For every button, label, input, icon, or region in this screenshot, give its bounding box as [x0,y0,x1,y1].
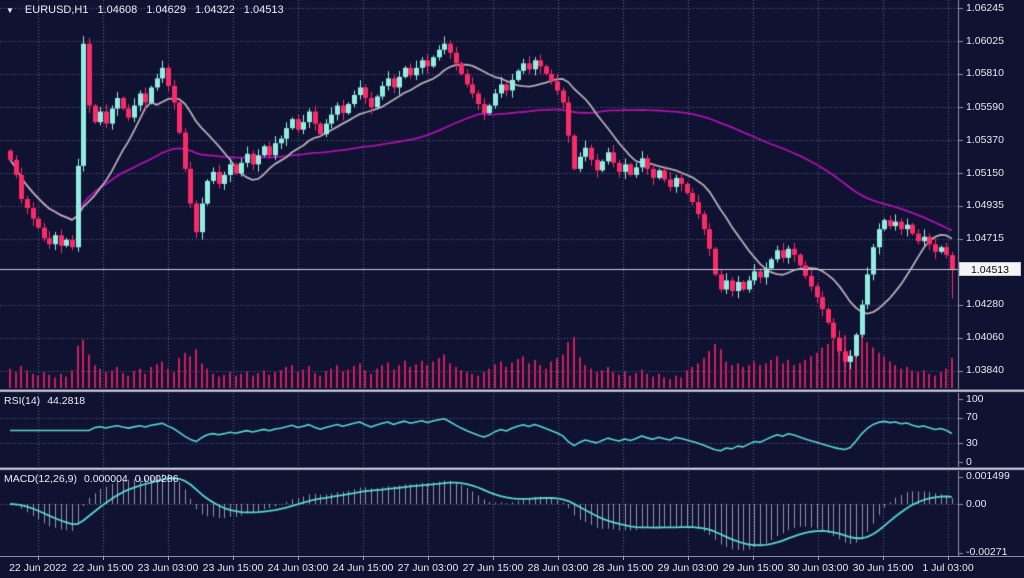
price-axis[interactable] [958,0,1024,556]
time-axis-label: 30 Jun 15:00 [852,562,914,574]
rsi-panel-canvas[interactable] [0,393,1024,467]
panel-separator[interactable] [0,389,1024,393]
time-axis[interactable]: 22 Jun 2022 22 Jun 15:00 23 Jun 03:00 23 Ju… [0,556,1024,578]
rsi-label: RSI(14) [4,395,41,407]
macd-header: MACD(12,26,9) 0.000004 0.000286 [4,473,179,485]
price-axis-label: 1.04060 [966,331,1004,344]
time-axis-tick [883,557,884,560]
time-axis-tick [948,557,949,560]
price-axis-label: 1.04715 [966,232,1004,245]
rsi-axis-label: 0 [966,455,972,468]
macd-label: MACD(12,26,9) [4,473,77,485]
time-axis-label: 23 Jun 03:00 [137,562,199,574]
main-chart-canvas[interactable] [0,0,1024,389]
rsi-value: 44.2818 [47,395,86,407]
time-axis-tick [363,557,364,560]
macd-axis-label: 0.001499 [966,470,1010,483]
time-axis-label: 29 Jun 03:00 [657,562,719,574]
time-axis-tick [298,557,299,560]
time-axis-tick [818,557,819,560]
time-axis-label: 24 Jun 03:00 [267,562,329,574]
time-axis-tick [168,557,169,560]
time-axis-label: 23 Jun 15:00 [202,562,264,574]
time-axis-label: 22 Jun 15:00 [72,562,134,574]
chart-header: ▼ EURUSD,H1 1.04608 1.04629 1.04322 1.04… [6,4,284,16]
price-axis-label: 1.05590 [966,100,1004,113]
time-axis-label: 28 Jun 15:00 [592,562,654,574]
symbol-period-label: EURUSD,H1 [24,4,89,16]
macd-signal-value: 0.000286 [134,473,179,485]
price-axis-label: 1.06025 [966,34,1004,47]
time-axis-tick [623,557,624,560]
time-axis-label: 30 Jun 03:00 [787,562,849,574]
price-axis-label: 1.06245 [966,1,1004,14]
time-axis-tick [558,557,559,560]
panel-separator[interactable] [0,467,1024,471]
current-price-tag: 1.04513 [959,262,1021,276]
ohlc-close: 1.04513 [243,4,284,16]
price-axis-label: 1.03840 [966,364,1004,377]
time-axis-drag-zone[interactable] [0,556,1024,578]
time-axis-label: 27 Jun 03:00 [397,562,459,574]
ohlc-low: 1.04322 [195,4,235,16]
price-axis-label: 1.04280 [966,298,1004,311]
time-axis-label: 28 Jun 03:00 [527,562,589,574]
time-axis-label: 22 Jun 2022 [9,562,67,574]
ohlc-high: 1.04629 [146,4,187,16]
time-axis-label: 1 Jul 03:00 [922,562,974,574]
time-axis-tick [233,557,234,560]
rsi-header: RSI(14) 44.2818 [4,395,85,407]
time-axis-label: 27 Jun 15:00 [462,562,524,574]
price-axis-label: 1.04935 [966,199,1004,212]
rsi-axis-label: 70 [966,411,978,424]
time-axis-tick [103,557,104,560]
symbol-dropdown-icon[interactable]: ▼ [6,5,14,15]
price-axis-label: 1.05370 [966,133,1004,146]
time-axis-tick [688,557,689,560]
macd-axis-label: 0.00 [966,497,987,510]
time-axis-tick [753,557,754,560]
ohlc-open: 1.04608 [97,4,138,16]
rsi-axis-label: 30 [966,436,978,449]
time-axis-tick [38,557,39,560]
time-axis-tick [428,557,429,560]
macd-main-value: 0.000004 [83,473,128,485]
time-axis-tick [493,557,494,560]
price-axis-label: 1.05810 [966,67,1004,80]
rsi-axis-label: 100 [966,392,984,405]
price-axis-label: 1.05150 [966,166,1004,179]
macd-axis-label: -0.00271 [966,546,1008,559]
macd-panel-canvas[interactable] [0,471,1024,556]
time-axis-label: 24 Jun 15:00 [332,562,394,574]
time-axis-label: 29 Jun 15:00 [722,562,784,574]
